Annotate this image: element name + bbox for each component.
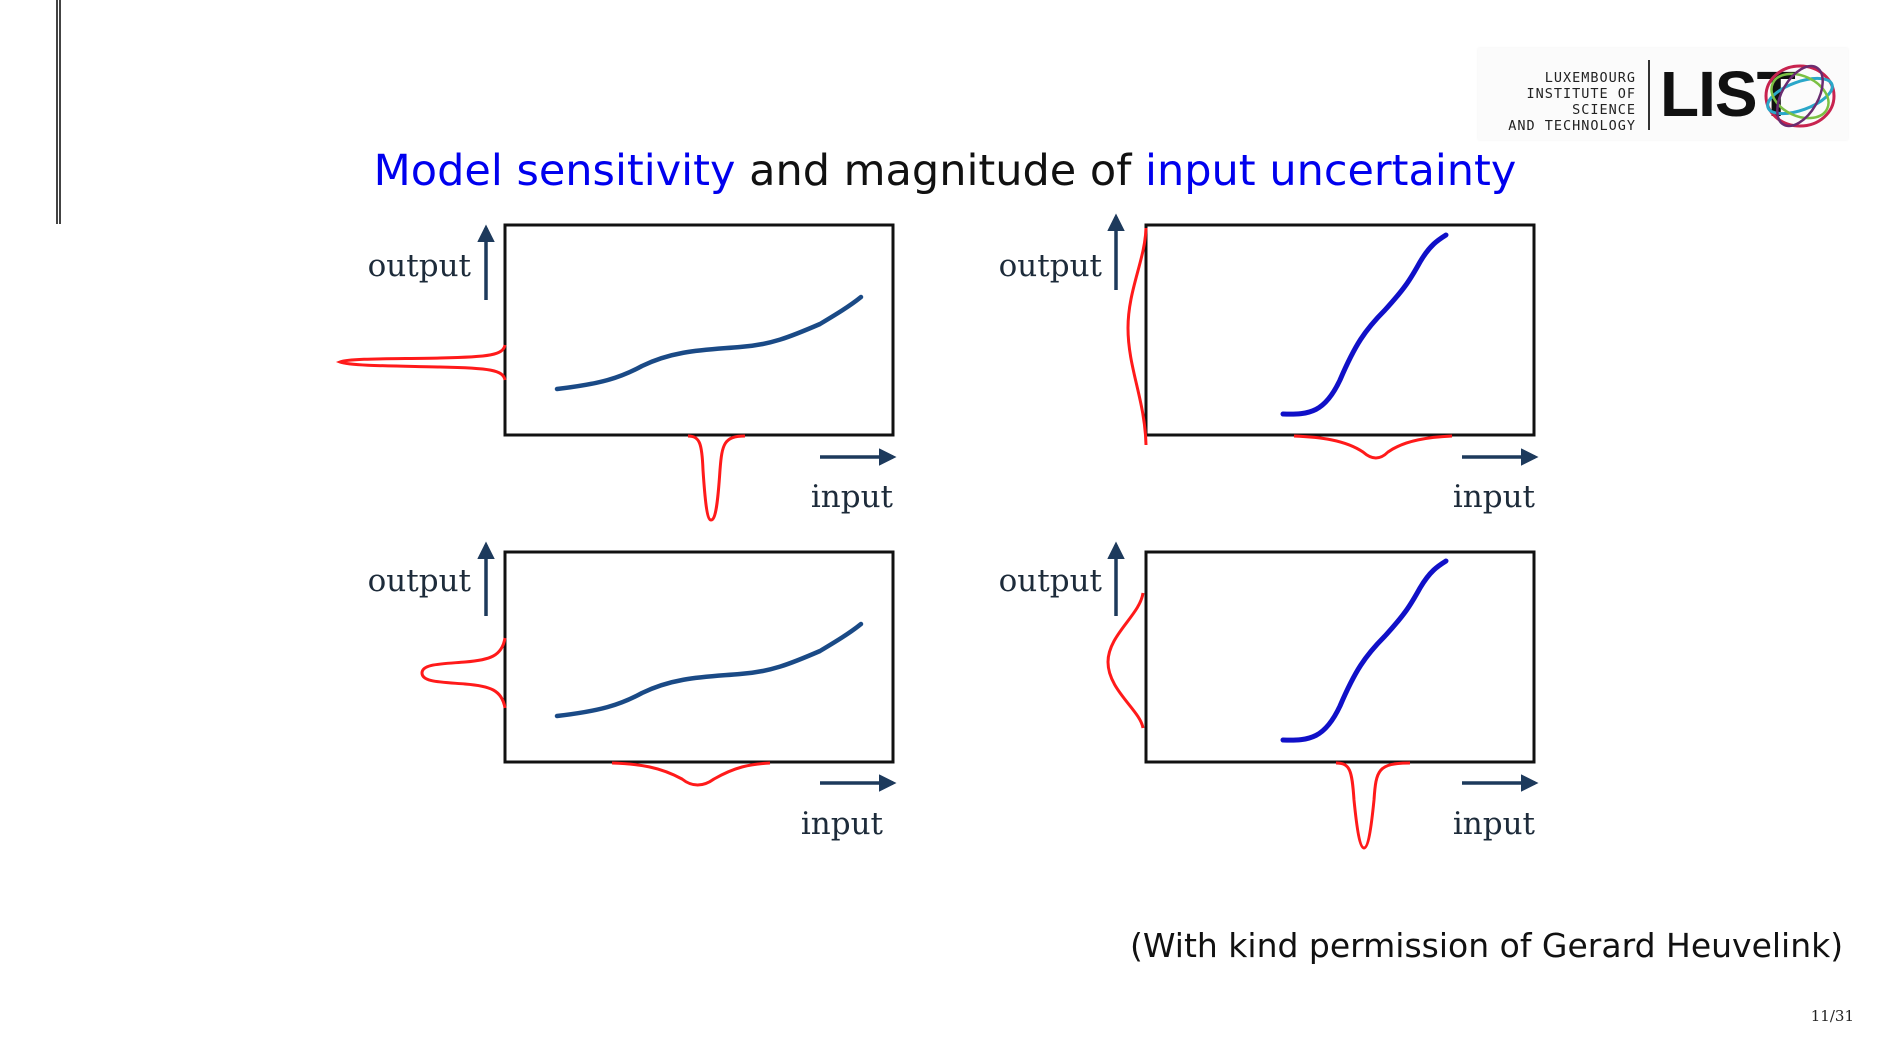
logo-separator xyxy=(1648,60,1650,130)
input-distribution xyxy=(1335,761,1411,850)
input-label: input xyxy=(1453,806,1536,842)
output-label: output xyxy=(368,248,472,284)
slide-title: Model sensitivity and magnitude of input… xyxy=(0,146,1890,196)
title-input-uncertainty: input uncertainty xyxy=(1145,146,1517,196)
output-label: output xyxy=(999,248,1103,284)
plot-frame xyxy=(1144,550,1536,764)
page-number: 11/31 xyxy=(1810,1007,1854,1025)
output-label: output xyxy=(368,563,472,599)
model-curve xyxy=(554,621,864,719)
model-curve xyxy=(1280,558,1449,743)
title-connector: and magnitude of xyxy=(735,146,1146,196)
slide-left-rule-2 xyxy=(59,0,61,224)
output-distribution xyxy=(420,637,507,709)
credit-note: (With kind permission of Gerard Heuvelin… xyxy=(1130,926,1844,965)
sensitivity-diagram: output input output input output input o… xyxy=(335,213,1539,850)
plot-frame xyxy=(503,550,895,764)
input-label: input xyxy=(811,479,894,515)
globe-icon xyxy=(1764,64,1836,128)
title-model-sensitivity: Model sensitivity xyxy=(373,146,736,196)
plot-frame xyxy=(503,223,895,437)
output-label: output xyxy=(999,563,1103,599)
list-logo: LUXEMBOURG INSTITUTE OF SCIENCE AND TECH… xyxy=(1478,48,1848,140)
input-distribution xyxy=(1293,434,1453,460)
logo-institute-name: LUXEMBOURG INSTITUTE OF SCIENCE AND TECH… xyxy=(1508,70,1636,134)
plot-frame xyxy=(1144,223,1536,437)
output-distribution xyxy=(1126,227,1148,446)
model-curve xyxy=(1280,232,1449,417)
panel-low-sensitivity-wide-input: output input xyxy=(368,541,897,842)
panel-high-sensitivity-narrow-input: output input xyxy=(999,541,1539,850)
input-label: input xyxy=(1453,479,1536,515)
output-distribution xyxy=(1106,592,1145,729)
output-distribution xyxy=(335,344,507,381)
panel-high-sensitivity-wide-input: output input xyxy=(999,213,1539,515)
input-distribution xyxy=(687,434,746,522)
model-curve xyxy=(554,294,864,392)
panel-low-sensitivity-narrow-input: output input xyxy=(335,223,897,522)
slide-left-rule xyxy=(56,0,58,224)
input-label: input xyxy=(801,806,884,842)
input-distribution xyxy=(611,761,771,787)
